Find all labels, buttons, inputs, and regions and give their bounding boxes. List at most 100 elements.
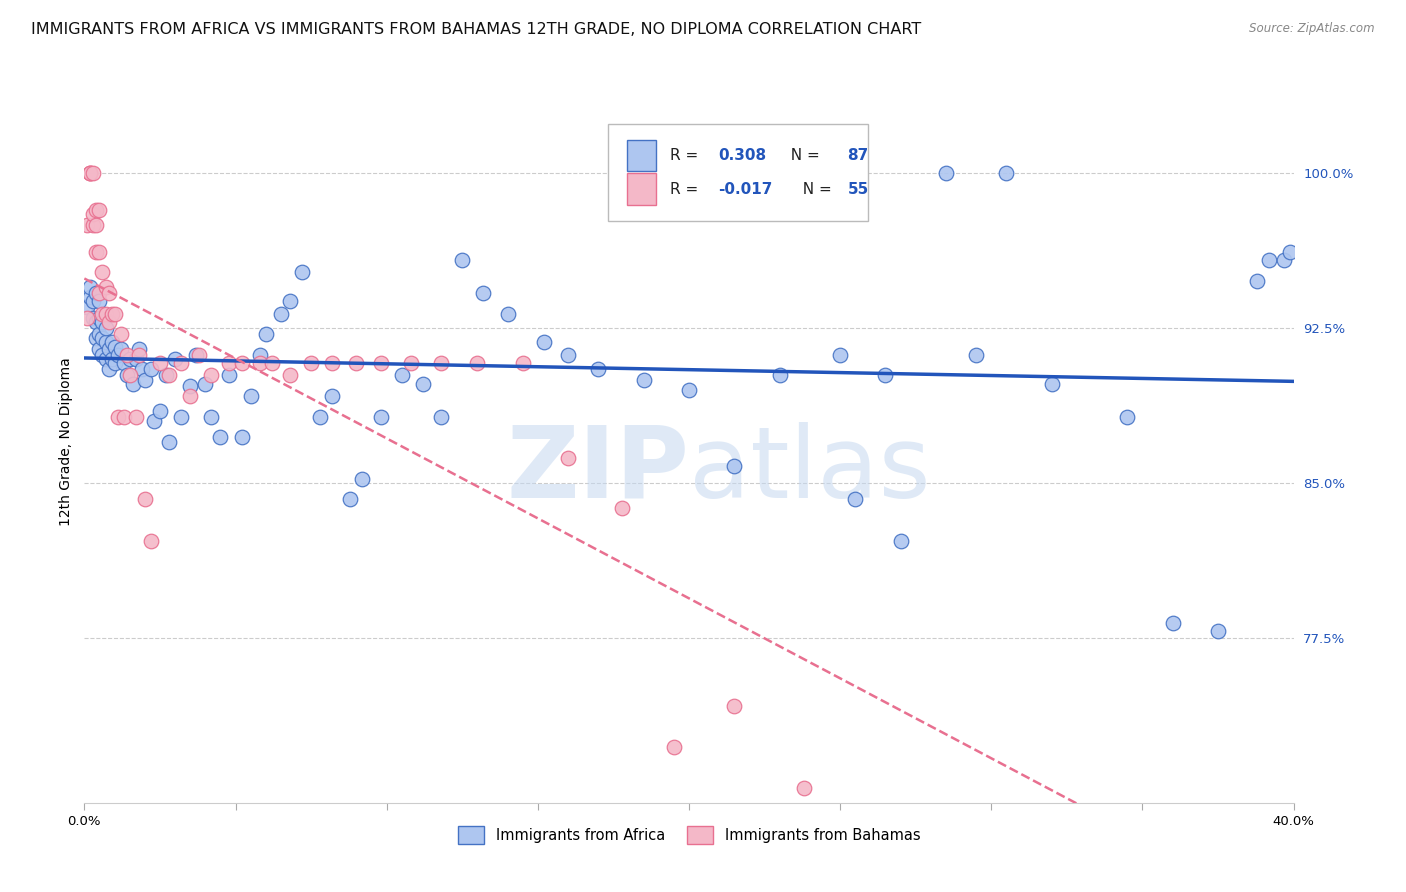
Point — [97, 285, 120, 300]
Point — [512, 356, 534, 370]
Point — [118, 368, 141, 383]
Point — [86, 218, 108, 232]
Point — [1116, 409, 1139, 424]
Point — [76, 310, 98, 325]
Point — [89, 310, 111, 325]
Point — [1274, 252, 1296, 267]
Point — [612, 500, 634, 515]
Point — [94, 335, 117, 350]
Point — [134, 373, 156, 387]
Text: Source: ZipAtlas.com: Source: ZipAtlas.com — [1250, 22, 1375, 36]
Point — [89, 285, 111, 300]
Point — [125, 409, 148, 424]
Point — [218, 368, 240, 383]
Point — [155, 368, 177, 383]
Point — [94, 307, 117, 321]
Point — [231, 356, 253, 370]
Point — [82, 294, 104, 309]
Point — [399, 356, 422, 370]
Point — [86, 315, 108, 329]
Point — [89, 244, 111, 259]
Point — [107, 348, 129, 362]
Text: N =: N = — [780, 148, 824, 163]
Point — [218, 356, 240, 370]
Point — [82, 207, 104, 221]
Point — [82, 218, 104, 232]
Point — [1258, 252, 1281, 267]
Point — [86, 285, 108, 300]
Point — [1206, 624, 1229, 639]
Point — [1161, 616, 1184, 631]
Point — [299, 356, 322, 370]
Point — [157, 434, 180, 449]
Point — [89, 203, 111, 218]
Point — [188, 348, 211, 362]
FancyBboxPatch shape — [607, 124, 868, 221]
Point — [254, 327, 277, 342]
Point — [769, 368, 792, 383]
Point — [107, 409, 129, 424]
Point — [128, 342, 150, 356]
Point — [97, 315, 120, 329]
Point — [139, 362, 162, 376]
Point — [89, 327, 111, 342]
Point — [131, 362, 153, 376]
Point — [86, 203, 108, 218]
Point — [79, 166, 101, 180]
Point — [97, 362, 120, 376]
Point — [76, 301, 98, 315]
Point — [179, 389, 201, 403]
Point — [134, 492, 156, 507]
Point — [115, 348, 138, 362]
Point — [451, 252, 474, 267]
Point — [112, 409, 135, 424]
Point — [1279, 244, 1302, 259]
Point — [995, 166, 1018, 180]
Point — [179, 379, 201, 393]
Point — [557, 348, 579, 362]
Point — [321, 356, 343, 370]
FancyBboxPatch shape — [627, 173, 657, 205]
Point — [100, 351, 122, 366]
Point — [104, 356, 127, 370]
Point — [91, 331, 114, 345]
Point — [118, 351, 141, 366]
Point — [678, 383, 700, 397]
Point — [86, 331, 108, 345]
Point — [588, 362, 610, 376]
Point — [472, 285, 495, 300]
Point — [79, 290, 101, 304]
Text: N =: N = — [793, 182, 837, 197]
Point — [79, 279, 101, 293]
Point — [115, 368, 138, 383]
Point — [149, 356, 172, 370]
Point — [875, 368, 897, 383]
Point — [391, 368, 413, 383]
Point — [430, 356, 453, 370]
FancyBboxPatch shape — [627, 139, 657, 171]
Point — [1040, 376, 1063, 391]
Point — [249, 356, 271, 370]
Text: IMMIGRANTS FROM AFRICA VS IMMIGRANTS FROM BAHAMAS 12TH GRADE, NO DIPLOMA CORRELA: IMMIGRANTS FROM AFRICA VS IMMIGRANTS FRO… — [31, 22, 921, 37]
Point — [270, 307, 292, 321]
Point — [139, 533, 162, 548]
Text: ZIP: ZIP — [506, 422, 689, 519]
Point — [100, 335, 122, 350]
Point — [165, 351, 187, 366]
Point — [370, 409, 392, 424]
Point — [965, 348, 987, 362]
Point — [170, 356, 193, 370]
Text: 87: 87 — [848, 148, 869, 163]
Point — [94, 351, 117, 366]
Point — [633, 373, 655, 387]
Point — [82, 166, 104, 180]
Point — [309, 409, 332, 424]
Text: 55: 55 — [848, 182, 869, 197]
Point — [467, 356, 489, 370]
Point — [844, 492, 866, 507]
Point — [91, 307, 114, 321]
Point — [412, 376, 434, 391]
Point — [935, 166, 957, 180]
Point — [89, 294, 111, 309]
Point — [186, 348, 208, 362]
